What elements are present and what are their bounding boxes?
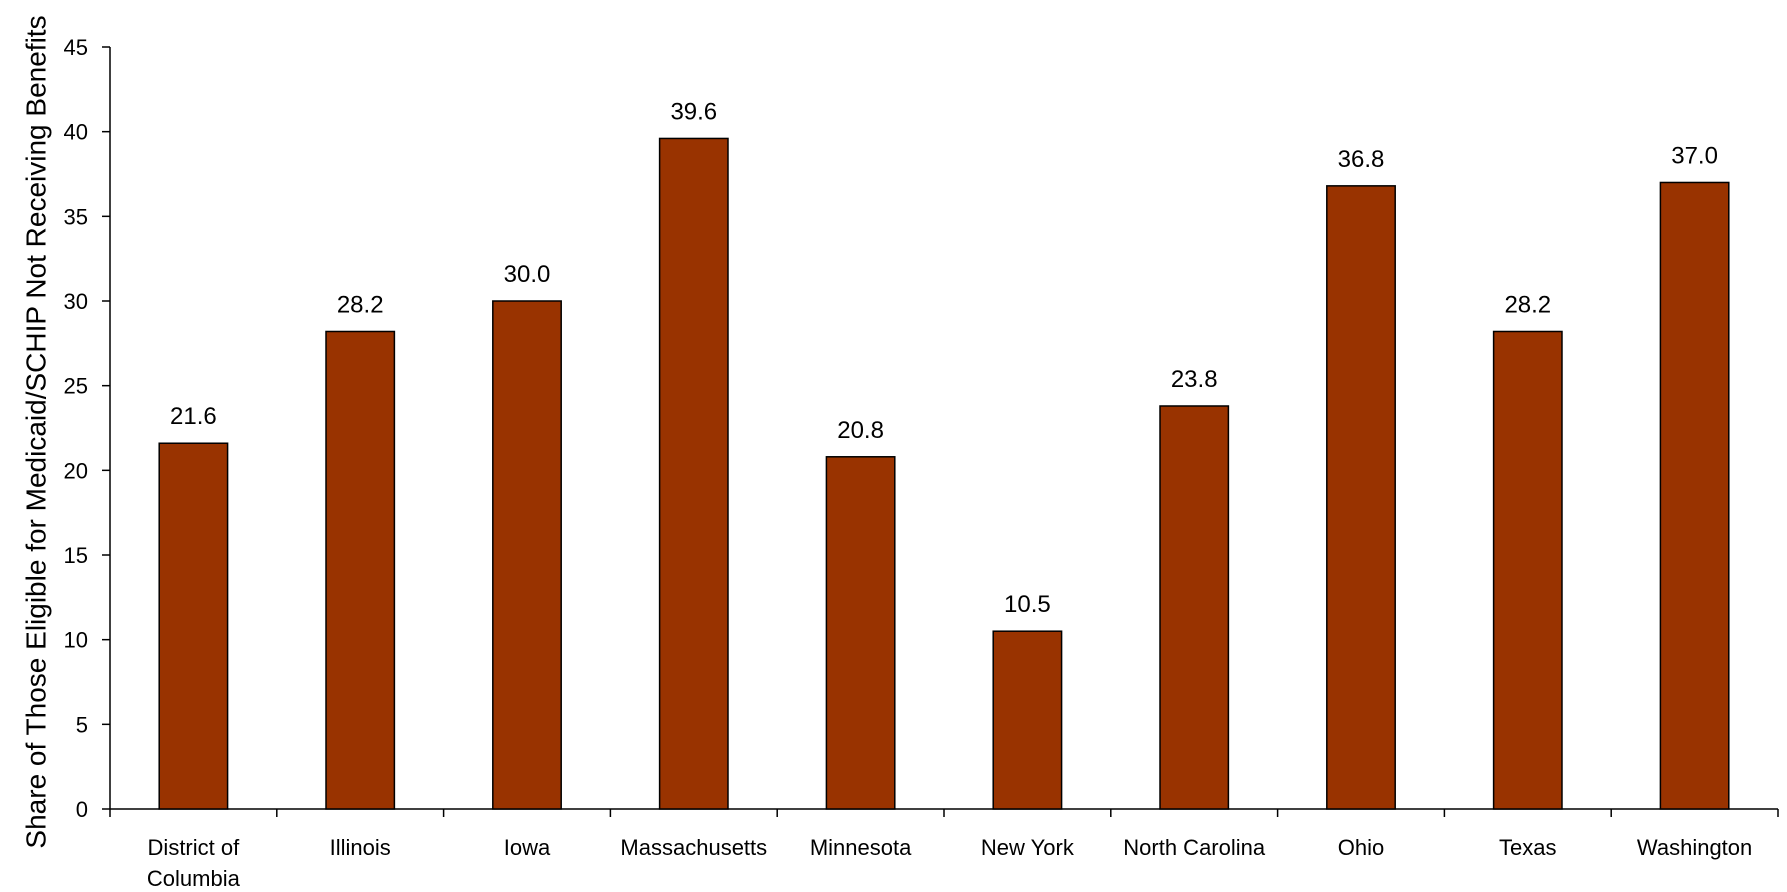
y-tick-label: 30 [64,289,88,314]
x-category-label: Minnesota [810,835,912,860]
bar-value-label: 28.2 [337,291,384,318]
x-category-label: Illinois [330,835,391,860]
y-tick-label: 25 [64,374,88,399]
bar [825,456,896,810]
bar-value-label: 30.0 [504,261,551,288]
y-tick-label: 35 [64,204,88,229]
x-category-label: District of Columbia [147,835,241,891]
bar [325,330,396,810]
bar-value-label: 23.8 [1171,366,1218,393]
x-axis: District of Columbia Illinois Iowa Massachus… [109,808,1779,891]
y-tick-label: 20 [64,458,88,483]
x-category-label: New York [981,835,1075,860]
bar [992,630,1063,810]
x-category-label: Washington [1637,835,1752,860]
y-tick-label: 40 [64,120,88,145]
bar [658,137,729,810]
y-axis: 0 5 10 15 20 25 30 35 40 45 [64,35,111,822]
y-tick-label: 5 [76,712,88,737]
bar-value-label: 28.2 [1504,291,1551,318]
bar-value-label: 21.6 [170,403,217,430]
x-category-label: North Carolina [1123,835,1266,860]
bar [1492,330,1563,810]
x-category-label: Iowa [504,835,551,860]
bar [1159,405,1230,810]
y-tick-label: 45 [64,35,88,60]
bar [158,442,229,810]
bar [492,300,562,810]
bars [158,137,1730,810]
y-tick-label: 15 [64,543,88,568]
value-labels: 21.6 28.2 30.0 39.6 20.8 10.5 23.8 36.8 28.2 37.0 [170,98,1718,618]
x-category-label: Ohio [1338,835,1384,860]
y-tick-label: 0 [76,797,88,822]
y-tick-label: 10 [64,628,88,653]
x-category-label: Texas [1499,835,1556,860]
y-axis-title: Share of Those Eligible for Medicaid/SCH… [21,15,52,848]
bar [1659,181,1730,810]
bar-value-label: 10.5 [1004,591,1051,618]
x-category-label: Massachusetts [620,835,767,860]
bar-value-label: 37.0 [1671,142,1718,169]
bar-value-label: 20.8 [837,417,884,444]
bar-value-label: 36.8 [1338,146,1385,173]
bar [1326,185,1396,810]
bar-value-label: 39.6 [670,98,717,125]
